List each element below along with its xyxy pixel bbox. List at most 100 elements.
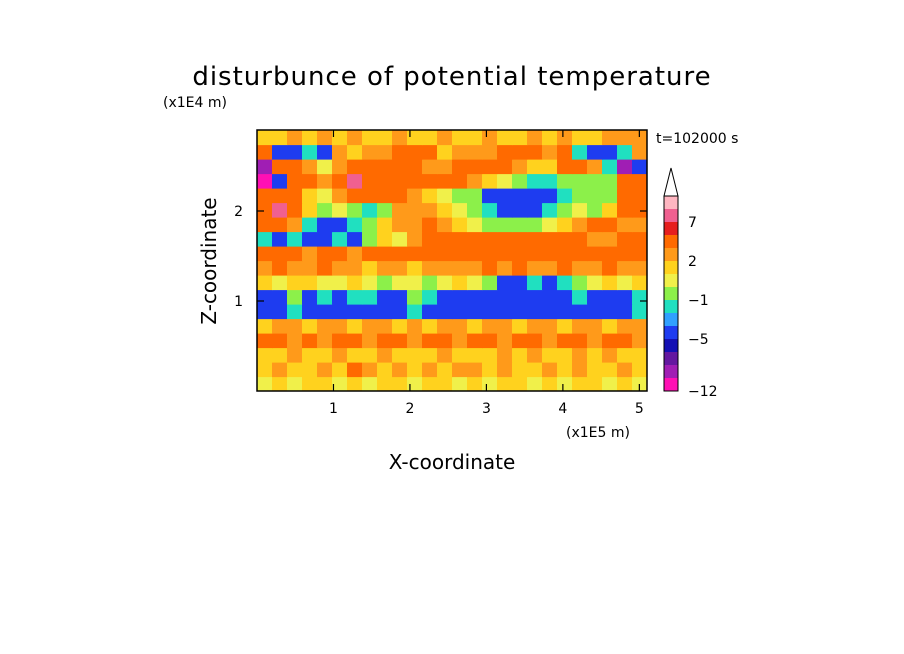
- heatmap-cell: [527, 217, 543, 233]
- colorbar-label: 7: [688, 215, 697, 231]
- heatmap-cell: [407, 246, 423, 262]
- heatmap-cell: [422, 275, 438, 291]
- heatmap-cell: [422, 260, 438, 276]
- heatmap-cell: [287, 173, 303, 189]
- heatmap-cell: [617, 173, 633, 189]
- colorbar-swatch: [664, 378, 678, 392]
- heatmap-cell: [422, 333, 438, 349]
- heatmap-cell: [422, 246, 438, 262]
- heatmap-cell: [497, 304, 513, 320]
- heatmap-cell: [377, 333, 393, 349]
- heatmap-cell: [302, 362, 318, 378]
- heatmap-cell: [347, 304, 363, 320]
- colorbar-swatch: [664, 365, 678, 379]
- heatmap-cell: [272, 260, 288, 276]
- heatmap-cell: [317, 217, 333, 233]
- heatmap-cell: [332, 289, 348, 305]
- heatmap-cell: [467, 376, 483, 391]
- heatmap-cell: [572, 231, 588, 247]
- heatmap-cell: [422, 217, 438, 233]
- heatmap-cell: [452, 231, 468, 247]
- heatmap-cell: [527, 304, 543, 320]
- heatmap-cell: [392, 260, 408, 276]
- heatmap-cell: [512, 333, 528, 349]
- heatmap-cell: [527, 275, 543, 291]
- heatmap-cell: [467, 202, 483, 218]
- heatmap-cell: [317, 188, 333, 204]
- heatmap-cell: [392, 231, 408, 247]
- heatmap-cell: [332, 376, 348, 391]
- heatmap-cell: [272, 275, 288, 291]
- heatmap-cell: [452, 362, 468, 378]
- heatmap-cell: [332, 347, 348, 363]
- heatmap-cell: [287, 260, 303, 276]
- heatmap-cell: [482, 246, 498, 262]
- heatmap-cell: [602, 260, 618, 276]
- colorbar: 7 2 −1 −5 −12: [663, 167, 718, 400]
- heatmap-cell: [392, 246, 408, 262]
- x-tick-label: 3: [482, 401, 491, 417]
- colorbar-swatch: [664, 352, 678, 366]
- heatmap-cell: [257, 130, 273, 146]
- heatmap-cell: [572, 217, 588, 233]
- heatmap-cell: [512, 304, 528, 320]
- heatmap-cell: [497, 246, 513, 262]
- heatmap-cell: [482, 130, 498, 146]
- heatmap-cell: [422, 289, 438, 305]
- x-tick-label: 5: [635, 401, 644, 417]
- heatmap-cell: [572, 275, 588, 291]
- heatmap-cell: [497, 130, 513, 146]
- y-tick-label: 2: [234, 204, 243, 220]
- heatmap-cell: [467, 304, 483, 320]
- heatmap-cell: [632, 275, 647, 291]
- heatmap-cell: [542, 144, 558, 160]
- heatmap-cell: [422, 144, 438, 160]
- heatmap-cell: [512, 188, 528, 204]
- heatmap-cell: [317, 289, 333, 305]
- heatmap-cell: [302, 289, 318, 305]
- heatmap-cell: [587, 260, 603, 276]
- heatmap-cell: [407, 130, 423, 146]
- heatmap-cell: [257, 188, 273, 204]
- heatmap-cell: [587, 246, 603, 262]
- heatmap-cell: [422, 362, 438, 378]
- heatmap-cell: [287, 202, 303, 218]
- heatmap-cell: [347, 217, 363, 233]
- heatmap-cell: [257, 318, 273, 334]
- heatmap-cell: [287, 275, 303, 291]
- heatmap-cell: [452, 333, 468, 349]
- heatmap-cell: [467, 173, 483, 189]
- heatmap-cell: [482, 260, 498, 276]
- heatmap-cell: [527, 173, 543, 189]
- heatmap-cell: [287, 217, 303, 233]
- heatmap-cell: [542, 188, 558, 204]
- heatmap-cell: [557, 376, 573, 391]
- heatmap-cell: [287, 318, 303, 334]
- heatmap-cell: [317, 318, 333, 334]
- heatmap-cell: [362, 333, 378, 349]
- heatmap-cell: [437, 376, 453, 391]
- heatmap-cell: [257, 347, 273, 363]
- heatmap-cell: [407, 289, 423, 305]
- heatmap-cell: [557, 159, 573, 175]
- heatmap-cell: [362, 217, 378, 233]
- colorbar-swatch: [664, 209, 678, 223]
- heatmap-cell: [362, 231, 378, 247]
- heatmap-cell: [602, 144, 618, 160]
- heatmap-cell: [332, 130, 348, 146]
- heatmap-cell: [407, 144, 423, 160]
- heatmap-cell: [437, 217, 453, 233]
- y-axis-label: Z-coordinate: [197, 197, 221, 324]
- heatmap-cell: [437, 260, 453, 276]
- heatmap-cell: [587, 333, 603, 349]
- heatmap-cell: [347, 231, 363, 247]
- heatmap-cell: [332, 362, 348, 378]
- heatmap-cell: [302, 333, 318, 349]
- heatmap-cell: [302, 260, 318, 276]
- heatmap-cell: [377, 202, 393, 218]
- heatmap-cell: [557, 144, 573, 160]
- heatmap-cell: [542, 231, 558, 247]
- heatmap-cell: [437, 159, 453, 175]
- heatmap-cell: [302, 376, 318, 391]
- heatmap-cell: [467, 362, 483, 378]
